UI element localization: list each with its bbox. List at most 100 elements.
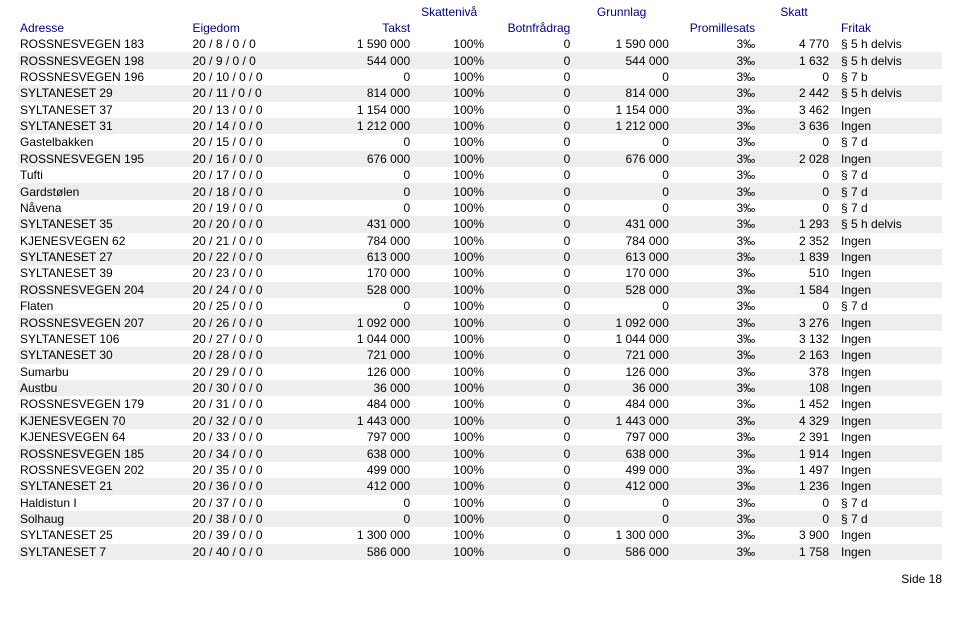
cell: ROSSNESVEGEN 183 [18,36,190,52]
table-row: ROSSNESVEGEN 19820 / 9 / 0 / 0544 000100… [18,52,942,68]
cell: 100% [412,347,486,363]
cell: 0 [572,511,671,527]
cell: 20 / 28 / 0 / 0 [190,347,313,363]
cell: SYLTANESET 39 [18,265,190,281]
cell: 100% [412,69,486,85]
cell: 100% [412,429,486,445]
cell: 100% [412,396,486,412]
cell: § 5 h delvis [831,216,942,232]
cell: KJENESVEGEN 70 [18,413,190,429]
cell: 586 000 [314,544,413,560]
cell: 676 000 [572,151,671,167]
cell: 528 000 [572,282,671,298]
cell: 3‰ [671,36,757,52]
header-adresse: Adresse [18,20,190,36]
cell: 20 / 25 / 0 / 0 [190,298,313,314]
cell: 100% [412,85,486,101]
cell: 378 [757,364,831,380]
cell: 0 [757,495,831,511]
cell: SYLTANESET 37 [18,102,190,118]
header-grunnlag: Grunnlag [572,4,671,20]
cell: ROSSNESVEGEN 202 [18,462,190,478]
cell: 36 000 [314,380,413,396]
cell: 20 / 31 / 0 / 0 [190,396,313,412]
cell: 100% [412,282,486,298]
cell: 126 000 [572,364,671,380]
cell: 3‰ [671,429,757,445]
cell: Ingen [831,282,942,298]
cell: ROSSNESVEGEN 179 [18,396,190,412]
cell: 100% [412,478,486,494]
cell: 0 [486,265,572,281]
cell: 613 000 [572,249,671,265]
cell: 0 [314,134,413,150]
cell: 20 / 21 / 0 / 0 [190,233,313,249]
cell: Sumarbu [18,364,190,380]
cell: 100% [412,183,486,199]
cell: 100% [412,151,486,167]
cell: 797 000 [314,429,413,445]
cell: 3‰ [671,249,757,265]
cell: 3 132 [757,331,831,347]
cell: KJENESVEGEN 62 [18,233,190,249]
cell: 499 000 [572,462,671,478]
cell: 3‰ [671,216,757,232]
cell: 20 / 24 / 0 / 0 [190,282,313,298]
cell: Ingen [831,314,942,330]
cell: 0 [486,495,572,511]
cell: 0 [572,183,671,199]
cell: 20 / 35 / 0 / 0 [190,462,313,478]
cell: 100% [412,298,486,314]
cell: 20 / 9 / 0 / 0 [190,52,313,68]
cell: 0 [486,314,572,330]
table-row: SYLTANESET 3920 / 23 / 0 / 0170 000100%0… [18,265,942,281]
cell: Gastelbakken [18,134,190,150]
cell: Ingen [831,102,942,118]
cell: 1 632 [757,52,831,68]
cell: 0 [572,200,671,216]
cell: Tufti [18,167,190,183]
cell: 721 000 [314,347,413,363]
cell: 100% [412,233,486,249]
table-header: Skattenivå Grunnlag Skatt Adresse Eigedo… [18,4,942,36]
cell: § 7 d [831,511,942,527]
cell: 0 [314,495,413,511]
cell: 0 [486,445,572,461]
cell: 0 [486,102,572,118]
cell: 0 [572,134,671,150]
cell: 1 839 [757,249,831,265]
cell: 0 [314,167,413,183]
header-fritak: Fritak [831,20,942,36]
cell: SYLTANESET 30 [18,347,190,363]
cell: 100% [412,544,486,560]
cell: 100% [412,167,486,183]
cell: SYLTANESET 35 [18,216,190,232]
table-row: SYLTANESET 3020 / 28 / 0 / 0721 000100%0… [18,347,942,363]
cell: 1 212 000 [572,118,671,134]
cell: 4 770 [757,36,831,52]
cell: 1 914 [757,445,831,461]
cell: 638 000 [572,445,671,461]
cell: SYLTANESET 31 [18,118,190,134]
cell: 1 212 000 [314,118,413,134]
cell: 510 [757,265,831,281]
cell: 0 [314,200,413,216]
cell: 2 163 [757,347,831,363]
table-row: ROSSNESVEGEN 19520 / 16 / 0 / 0676 00010… [18,151,942,167]
cell: 0 [486,298,572,314]
table-row: Gardstølen20 / 18 / 0 / 00100%003‰0§ 7 d [18,183,942,199]
cell: Ingen [831,544,942,560]
cell: 100% [412,265,486,281]
cell: Ingen [831,249,942,265]
cell: 0 [486,527,572,543]
cell: SYLTANESET 106 [18,331,190,347]
cell: 100% [412,445,486,461]
cell: 0 [486,167,572,183]
cell: 3‰ [671,151,757,167]
table-row: SYLTANESET 3720 / 13 / 0 / 01 154 000100… [18,102,942,118]
cell: 431 000 [314,216,413,232]
cell: Ingen [831,233,942,249]
cell: 431 000 [572,216,671,232]
cell: § 7 d [831,200,942,216]
cell: § 7 d [831,167,942,183]
